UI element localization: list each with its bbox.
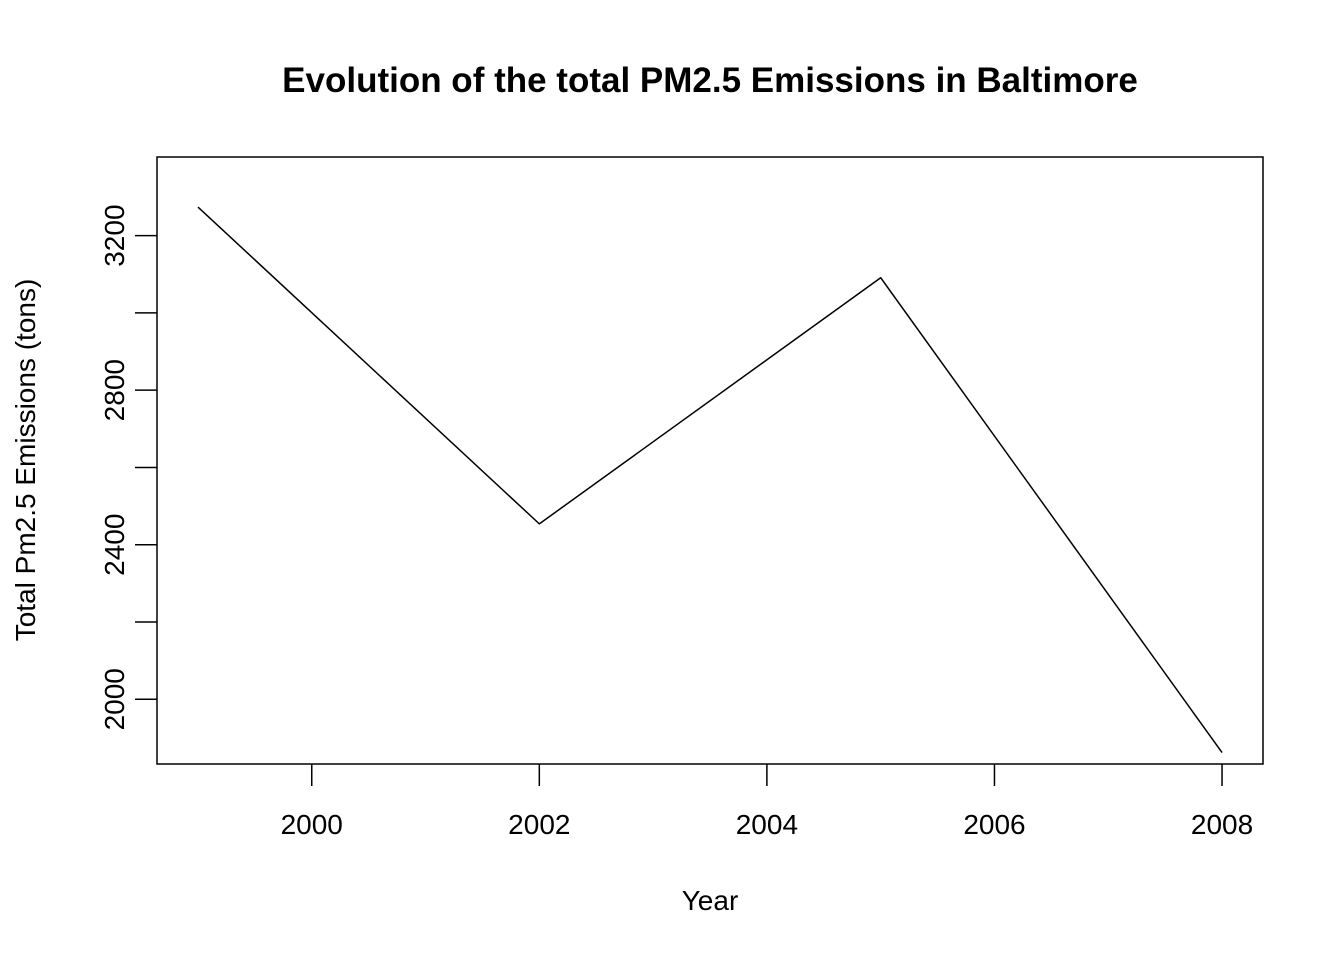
x-tick-label: 2000 [281, 809, 343, 840]
x-tick-label: 2006 [963, 809, 1025, 840]
plot-frame [156, 156, 1264, 765]
y-tick-label: 3200 [99, 204, 130, 266]
y-tick-label: 2800 [99, 359, 130, 421]
x-tick-label: 2004 [736, 809, 798, 840]
x-axis-label: Year [682, 885, 739, 916]
x-tick-label: 2002 [508, 809, 570, 840]
y-axis: 2000 2400 2800 3200 [99, 204, 157, 730]
x-tick-label: 2008 [1191, 809, 1253, 840]
chart-title: Evolution of the total PM2.5 Emissions i… [282, 61, 1138, 100]
series-line [197, 206, 1223, 754]
y-tick-label: 2000 [99, 668, 130, 730]
y-tick-label: 2400 [99, 514, 130, 576]
series-layer [197, 206, 1223, 754]
x-axis: 2000 2002 2004 2006 2008 [281, 764, 1253, 840]
y-axis-label: Total Pm2.5 Emissions (tons) [10, 279, 41, 642]
